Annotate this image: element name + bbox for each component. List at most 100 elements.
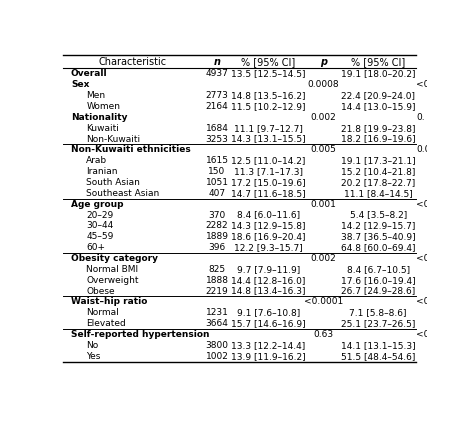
Text: 7.1 [5.8–8.6]: 7.1 [5.8–8.6] — [349, 308, 407, 317]
Text: 0.002: 0.002 — [310, 254, 336, 263]
Text: 13.5 [12.5–14.5]: 13.5 [12.5–14.5] — [231, 69, 306, 78]
Text: 8.4 [6.7–10.5]: 8.4 [6.7–10.5] — [346, 265, 410, 274]
Text: 2773: 2773 — [206, 91, 228, 100]
Text: 150: 150 — [209, 167, 226, 176]
Text: 18.2 [16.9–19.6]: 18.2 [16.9–19.6] — [341, 135, 416, 143]
Text: 1615: 1615 — [205, 156, 228, 165]
Text: Nationality: Nationality — [71, 113, 128, 122]
Text: Southeast Asian: Southeast Asian — [86, 189, 160, 198]
Text: 5.4 [3.5–8.2]: 5.4 [3.5–8.2] — [349, 211, 407, 220]
Text: 11.3 [7.1–17.3]: 11.3 [7.1–17.3] — [234, 167, 303, 176]
Text: 3664: 3664 — [206, 319, 228, 328]
Text: Characteristic: Characteristic — [99, 57, 167, 67]
Text: <0: <0 — [417, 330, 430, 339]
Text: 0.: 0. — [417, 113, 425, 122]
Text: Age group: Age group — [71, 200, 123, 209]
Text: <0: <0 — [417, 200, 430, 209]
Text: Yes: Yes — [86, 352, 101, 361]
Text: Non-Kuwaiti ethnicities: Non-Kuwaiti ethnicities — [71, 146, 191, 154]
Text: No: No — [86, 341, 99, 350]
Text: 825: 825 — [209, 265, 226, 274]
Text: 45–59: 45–59 — [86, 232, 114, 241]
Text: 38.7 [36.5–40.9]: 38.7 [36.5–40.9] — [341, 232, 416, 241]
Text: 2164: 2164 — [206, 102, 228, 111]
Text: Overweight: Overweight — [86, 276, 139, 285]
Text: Obesity category: Obesity category — [71, 254, 158, 263]
Text: 9.7 [7.9–11.9]: 9.7 [7.9–11.9] — [237, 265, 300, 274]
Text: 3253: 3253 — [206, 135, 228, 143]
Text: 20–29: 20–29 — [86, 211, 114, 220]
Text: Kuwaiti: Kuwaiti — [86, 124, 119, 133]
Text: 13.3 [12.2–14.4]: 13.3 [12.2–14.4] — [231, 341, 306, 350]
Text: 11.1 [8.4–14.5]: 11.1 [8.4–14.5] — [344, 189, 412, 198]
Text: 14.3 [13.1–15.5]: 14.3 [13.1–15.5] — [231, 135, 306, 143]
Text: 20.2 [17.8–22.7]: 20.2 [17.8–22.7] — [341, 178, 415, 187]
Text: Sex: Sex — [71, 80, 89, 89]
Text: 0.0008: 0.0008 — [307, 80, 339, 89]
Text: % [95% CI]: % [95% CI] — [241, 57, 296, 67]
Text: 9.1 [7.6–10.8]: 9.1 [7.6–10.8] — [237, 308, 300, 317]
Text: 0.002: 0.002 — [310, 113, 336, 122]
Text: 14.7 [11.6–18.5]: 14.7 [11.6–18.5] — [231, 189, 306, 198]
Text: 30–44: 30–44 — [86, 221, 114, 231]
Text: 17.2 [15.0–19.6]: 17.2 [15.0–19.6] — [231, 178, 306, 187]
Text: 0.0: 0.0 — [417, 146, 431, 154]
Text: 12.2 [9.3–15.7]: 12.2 [9.3–15.7] — [234, 243, 303, 252]
Text: 51.5 [48.4–54.6]: 51.5 [48.4–54.6] — [341, 352, 415, 361]
Text: 11.1 [9.7–12.7]: 11.1 [9.7–12.7] — [234, 124, 303, 133]
Text: 26.7 [24.9–28.6]: 26.7 [24.9–28.6] — [341, 286, 415, 296]
Text: <0: <0 — [417, 254, 430, 263]
Text: 1684: 1684 — [206, 124, 228, 133]
Text: 11.5 [10.2–12.9]: 11.5 [10.2–12.9] — [231, 102, 306, 111]
Text: 14.8 [13.4–16.3]: 14.8 [13.4–16.3] — [231, 286, 306, 296]
Text: South Asian: South Asian — [86, 178, 140, 187]
Text: Men: Men — [86, 91, 106, 100]
Text: 1888: 1888 — [205, 276, 228, 285]
Text: 1889: 1889 — [205, 232, 228, 241]
Text: 15.7 [14.6–16.9]: 15.7 [14.6–16.9] — [231, 319, 306, 328]
Text: 2219: 2219 — [206, 286, 228, 296]
Text: Normal: Normal — [86, 308, 119, 317]
Text: 64.8 [60.0–69.4]: 64.8 [60.0–69.4] — [341, 243, 415, 252]
Text: 60+: 60+ — [86, 243, 105, 252]
Text: 14.4 [12.8–16.0]: 14.4 [12.8–16.0] — [231, 276, 306, 285]
Text: n: n — [213, 57, 220, 67]
Text: 1051: 1051 — [205, 178, 228, 187]
Text: 0.001: 0.001 — [310, 200, 336, 209]
Text: Arab: Arab — [86, 156, 108, 165]
Text: Self-reported hypertension: Self-reported hypertension — [71, 330, 210, 339]
Text: 18.6 [16.9–20.4]: 18.6 [16.9–20.4] — [231, 232, 306, 241]
Text: Overall: Overall — [71, 69, 108, 78]
Text: 12.5 [11.0–14.2]: 12.5 [11.0–14.2] — [231, 156, 306, 165]
Text: 14.3 [12.9–15.8]: 14.3 [12.9–15.8] — [231, 221, 306, 231]
Text: Obese: Obese — [86, 286, 115, 296]
Text: Iranian: Iranian — [86, 167, 118, 176]
Text: 14.4 [13.0–15.9]: 14.4 [13.0–15.9] — [341, 102, 415, 111]
Text: 1231: 1231 — [206, 308, 228, 317]
Text: Elevated: Elevated — [86, 319, 126, 328]
Text: Waist–hip ratio: Waist–hip ratio — [71, 297, 147, 306]
Text: 1002: 1002 — [206, 352, 228, 361]
Text: 14.1 [13.1–15.3]: 14.1 [13.1–15.3] — [341, 341, 416, 350]
Text: 396: 396 — [209, 243, 226, 252]
Text: 4937: 4937 — [206, 69, 228, 78]
Text: 370: 370 — [209, 211, 226, 220]
Text: 22.4 [20.9–24.0]: 22.4 [20.9–24.0] — [341, 91, 415, 100]
Text: 0.63: 0.63 — [313, 330, 333, 339]
Text: 25.1 [23.7–26.5]: 25.1 [23.7–26.5] — [341, 319, 415, 328]
Text: 13.9 [11.9–16.2]: 13.9 [11.9–16.2] — [231, 352, 306, 361]
Text: 14.2 [12.9–15.7]: 14.2 [12.9–15.7] — [341, 221, 415, 231]
Text: 8.4 [6.0–11.6]: 8.4 [6.0–11.6] — [237, 211, 300, 220]
Text: 14.8 [13.5–16.2]: 14.8 [13.5–16.2] — [231, 91, 306, 100]
Text: Normal BMI: Normal BMI — [86, 265, 138, 274]
Text: <0.0001: <0.0001 — [303, 297, 343, 306]
Text: 19.1 [18.0–20.2]: 19.1 [18.0–20.2] — [341, 69, 415, 78]
Text: 2282: 2282 — [206, 221, 228, 231]
Text: 19.1 [17.3–21.1]: 19.1 [17.3–21.1] — [341, 156, 416, 165]
Text: <0: <0 — [417, 297, 430, 306]
Text: % [95% CI]: % [95% CI] — [351, 57, 405, 67]
Text: Non-Kuwaiti: Non-Kuwaiti — [86, 135, 140, 143]
Text: Women: Women — [86, 102, 120, 111]
Text: 21.8 [19.9–23.8]: 21.8 [19.9–23.8] — [341, 124, 415, 133]
Text: 407: 407 — [209, 189, 226, 198]
